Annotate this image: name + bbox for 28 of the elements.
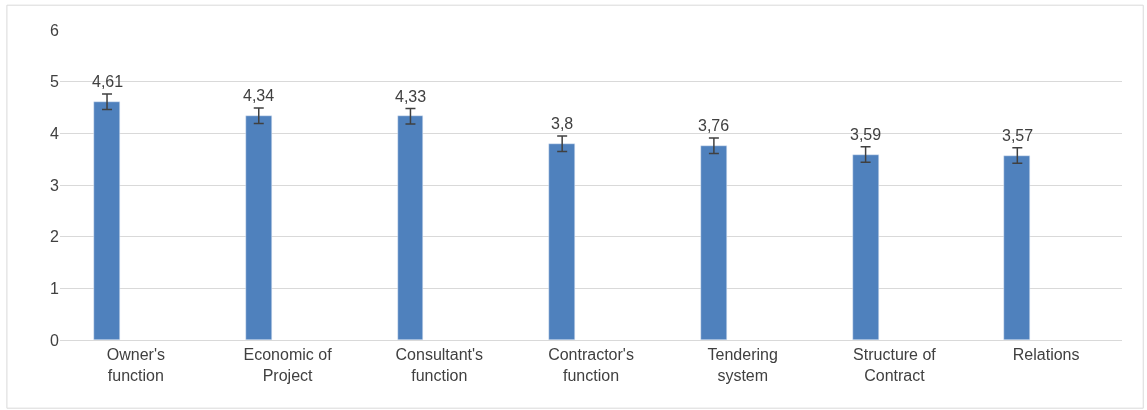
y-tick-label: 1 xyxy=(50,279,60,297)
x-tick-label: Consultant's function xyxy=(395,346,484,384)
data-label: 4,34 xyxy=(243,87,275,104)
x-tick-label: Relations xyxy=(1012,346,1080,364)
x-tick-label: Structure of Contract xyxy=(853,346,937,384)
x-tick-label: Owner's function xyxy=(106,346,165,384)
bar xyxy=(852,154,879,340)
y-tick-label: 2 xyxy=(50,228,60,246)
x-tick-label: Tendering system xyxy=(707,346,778,384)
x-tick-label: Economic of Project xyxy=(243,346,333,384)
data-label: 3,59 xyxy=(850,126,882,143)
bar xyxy=(700,145,727,340)
data-label: 4,33 xyxy=(395,88,427,105)
bar xyxy=(245,115,272,340)
data-label: 4,61 xyxy=(92,73,124,90)
x-tick-label: Contractor's function xyxy=(548,346,634,384)
bar xyxy=(1003,155,1030,340)
bar xyxy=(548,143,575,340)
y-tick-label: 6 xyxy=(50,21,60,39)
data-label: 3,57 xyxy=(1002,127,1034,144)
data-label: 3,76 xyxy=(698,117,730,134)
y-tick-label: 3 xyxy=(50,176,60,194)
bar xyxy=(397,115,423,340)
y-tick-label: 0 xyxy=(50,331,60,349)
bar xyxy=(93,101,120,340)
data-label: 3,8 xyxy=(551,115,574,132)
y-tick-label: 5 xyxy=(50,73,60,91)
y-tick-label: 4 xyxy=(50,124,60,142)
